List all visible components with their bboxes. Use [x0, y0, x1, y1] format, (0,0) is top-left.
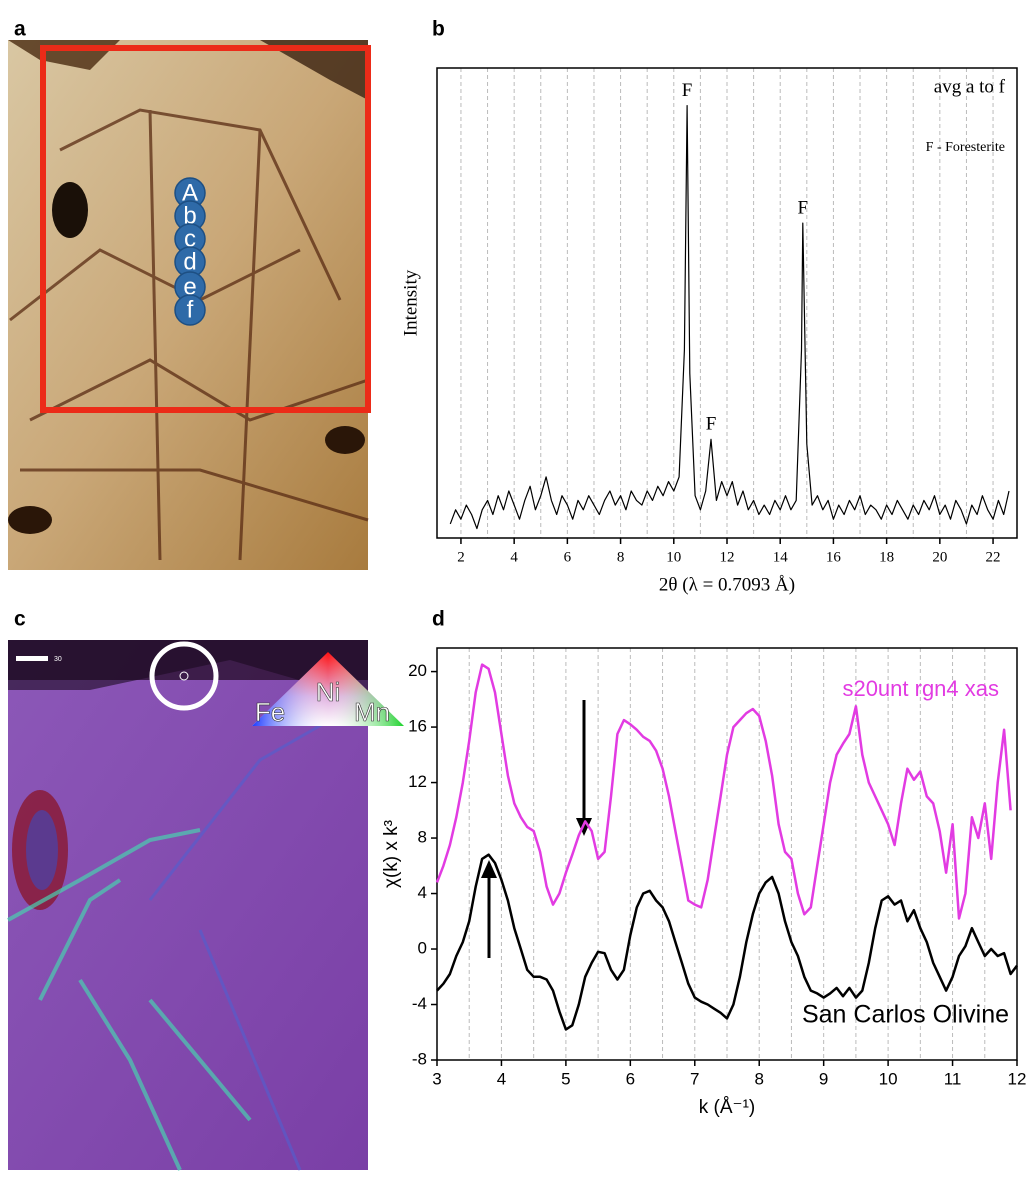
element-label: Ni	[316, 677, 341, 707]
y-tick-label: 8	[418, 828, 427, 847]
spot-label: c	[184, 225, 196, 252]
x-axis-label: 2θ (λ = 0.7093 Å)	[659, 574, 795, 595]
x-tick-label: 12	[1008, 1069, 1027, 1088]
x-tick-label: 16	[826, 549, 842, 565]
x-tick-label: 3	[432, 1069, 441, 1088]
y-axis-label: χ(k) x k³	[381, 820, 402, 888]
element-label: Fe	[255, 697, 285, 727]
peak-label: F	[706, 414, 717, 435]
arrow	[481, 700, 592, 958]
spot-label: A	[182, 179, 198, 206]
x-tick-label: 7	[690, 1069, 699, 1088]
spot-label: f	[187, 296, 194, 323]
plot-frame	[436, 647, 1018, 1061]
y-tick-label: -8	[412, 1049, 427, 1068]
y-tick-label: 0	[418, 939, 427, 958]
spot-label: d	[183, 248, 196, 275]
x-tick-label: 22	[986, 549, 1001, 565]
legend-label: s20unt rgn4 xas	[842, 676, 999, 701]
y-axis-label: Intensity	[400, 269, 421, 336]
x-tick-label: 11	[944, 1069, 962, 1088]
panel-label: d	[432, 608, 445, 631]
y-tick-label: 4	[418, 883, 427, 902]
y-tick-label: 20	[408, 661, 427, 680]
panel-label: c	[14, 608, 26, 631]
data-line	[449, 105, 1010, 530]
x-tick-label: 18	[879, 549, 894, 565]
scale-label: 30	[54, 656, 62, 663]
y-tick-label: 16	[408, 717, 427, 736]
x-tick-label: 10	[879, 1069, 898, 1088]
x-tick-label: 14	[773, 549, 789, 565]
panel-label: a	[14, 18, 26, 41]
element-map	[7, 640, 404, 1171]
y-tick-label: -4	[412, 994, 427, 1013]
panel-label: b	[432, 18, 445, 41]
x-tick-label: 20	[932, 549, 947, 565]
x-tick-label: 5	[561, 1069, 570, 1088]
x-tick-label: 6	[626, 1069, 635, 1088]
legend-label: San Carlos Olivine	[802, 1001, 1009, 1029]
data-line	[435, 663, 1012, 920]
spot	[174, 294, 206, 326]
y-tick-label: 12	[408, 772, 427, 791]
x-tick-label: 10	[666, 549, 681, 565]
spot-label: b	[183, 202, 196, 229]
annotation: avg a to f	[934, 76, 1006, 97]
x-tick-label: 8	[754, 1069, 763, 1088]
annotation: F - Foresterite	[926, 140, 1005, 155]
element-label: Mn	[354, 697, 390, 727]
x-tick-label: 4	[497, 1069, 506, 1088]
spot-label: e	[183, 273, 196, 300]
x-tick-label: 4	[510, 549, 518, 565]
x-tick-label: 6	[564, 549, 572, 565]
peak-label: F	[682, 80, 693, 101]
x-tick-label: 2	[457, 549, 465, 565]
x-tick-label: 8	[617, 549, 625, 565]
x-axis-label: k (Å⁻¹)	[699, 1097, 755, 1118]
data-line	[436, 853, 1018, 1031]
x-tick-label: 12	[720, 549, 735, 565]
x-tick-label: 9	[819, 1069, 828, 1088]
peak-label: F	[798, 197, 809, 218]
